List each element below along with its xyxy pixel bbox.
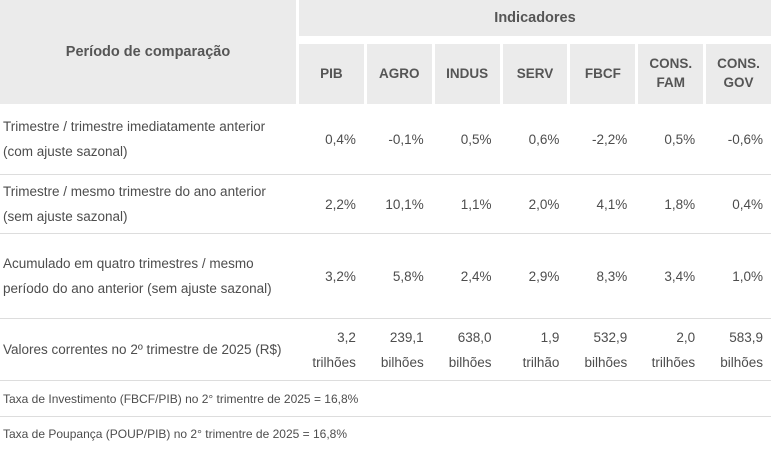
value-unit: bilhões <box>380 354 424 370</box>
value-number: 2,0 <box>676 329 696 345</box>
value-cell: 2,9% <box>528 268 560 284</box>
table-row: Acumulado em quatro trimestres / mesmo p… <box>0 234 771 319</box>
row-label: Acumulado em quatro trimestres / mesmo p… <box>3 256 272 296</box>
value-cell: 583,9 bilhões <box>706 325 771 375</box>
value-cell: 2,0% <box>528 196 560 212</box>
value-number: 239,1 <box>389 329 424 345</box>
value-cell: 532,9 bilhões <box>570 325 635 375</box>
value-cell: 0,5% <box>460 131 492 147</box>
value-cell: 1,0% <box>732 268 763 284</box>
column-header-indus: INDUS <box>434 44 500 104</box>
value-cell: 3,2% <box>325 268 356 284</box>
value-number: 583,9 <box>729 329 763 345</box>
value-cell: 239,1 bilhões <box>367 325 432 375</box>
value-unit: bilhões <box>720 354 763 370</box>
value-cell: 5,8% <box>392 268 424 284</box>
group-header: Indicadores <box>299 0 771 36</box>
value-cell: -0,1% <box>388 131 424 147</box>
table-row: Trimestre / mesmo trimestre do ano anter… <box>0 175 771 234</box>
header-right: Indicadores PIB AGRO INDUS SERV FBCF CON… <box>299 0 771 104</box>
value-cell: 1,9 trilhão <box>503 325 568 375</box>
column-headers: PIB AGRO INDUS SERV FBCF CONS. FAM CONS.… <box>299 44 771 104</box>
footnote-savings-rate: Taxa de Poupança (POUP/PIB) no 2° trimen… <box>3 427 347 441</box>
value-cell: 10,1% <box>385 196 424 212</box>
value-number: 1,9 <box>540 329 560 345</box>
column-header-agro: AGRO <box>366 44 432 104</box>
value-unit: bilhões <box>448 354 492 370</box>
value-cell: 1,8% <box>664 196 696 212</box>
value-cell: 0,5% <box>664 131 696 147</box>
row-label: Trimestre / mesmo trimestre do ano anter… <box>3 184 266 224</box>
value-number: 532,9 <box>593 329 628 345</box>
value-unit: trilhões <box>312 354 356 370</box>
value-cell: 1,1% <box>460 196 492 212</box>
column-header-pib: PIB <box>299 44 364 104</box>
column-header-fbcf: FBCF <box>570 44 636 104</box>
column-header-cons-gov: CONS. GOV <box>706 44 771 104</box>
value-cell: 4,1% <box>596 196 628 212</box>
value-number: 3,2 <box>337 329 356 345</box>
value-cell: 2,2% <box>325 196 356 212</box>
value-cell: 0,4% <box>325 131 356 147</box>
value-cell: 2,0 trilhões <box>638 325 703 375</box>
value-cell: 0,6% <box>528 131 560 147</box>
value-unit: trilhão <box>522 354 560 370</box>
table-row: Trimestre / trimestre imediatamente ante… <box>0 104 771 175</box>
value-number: 638,0 <box>457 329 492 345</box>
row-label: Trimestre / trimestre imediatamente ante… <box>3 119 266 159</box>
footnote-investment-rate: Taxa de Investimento (FBCF/PIB) no 2° tr… <box>0 381 771 417</box>
value-unit: trilhões <box>651 354 696 370</box>
column-header-serv: SERV <box>502 44 568 104</box>
value-unit: bilhões <box>584 354 628 370</box>
corner-header: Período de comparação <box>0 0 296 104</box>
table-row: Valores correntes no 2º trimestre de 202… <box>0 319 771 381</box>
column-header-cons-fam: CONS. FAM <box>638 44 704 104</box>
value-cell: 0,4% <box>732 196 763 212</box>
value-cell: 2,4% <box>460 268 492 284</box>
value-cell: -2,2% <box>592 131 628 147</box>
table-header: Período de comparação Indicadores PIB AG… <box>0 0 771 104</box>
value-cell: 638,0 bilhões <box>435 325 500 375</box>
value-cell: 3,4% <box>664 268 696 284</box>
value-cell: 3,2 trilhões <box>299 325 364 375</box>
value-cell: -0,6% <box>727 131 763 147</box>
row-label: Valores correntes no 2º trimestre de 202… <box>3 342 282 357</box>
value-cell: 8,3% <box>596 268 628 284</box>
